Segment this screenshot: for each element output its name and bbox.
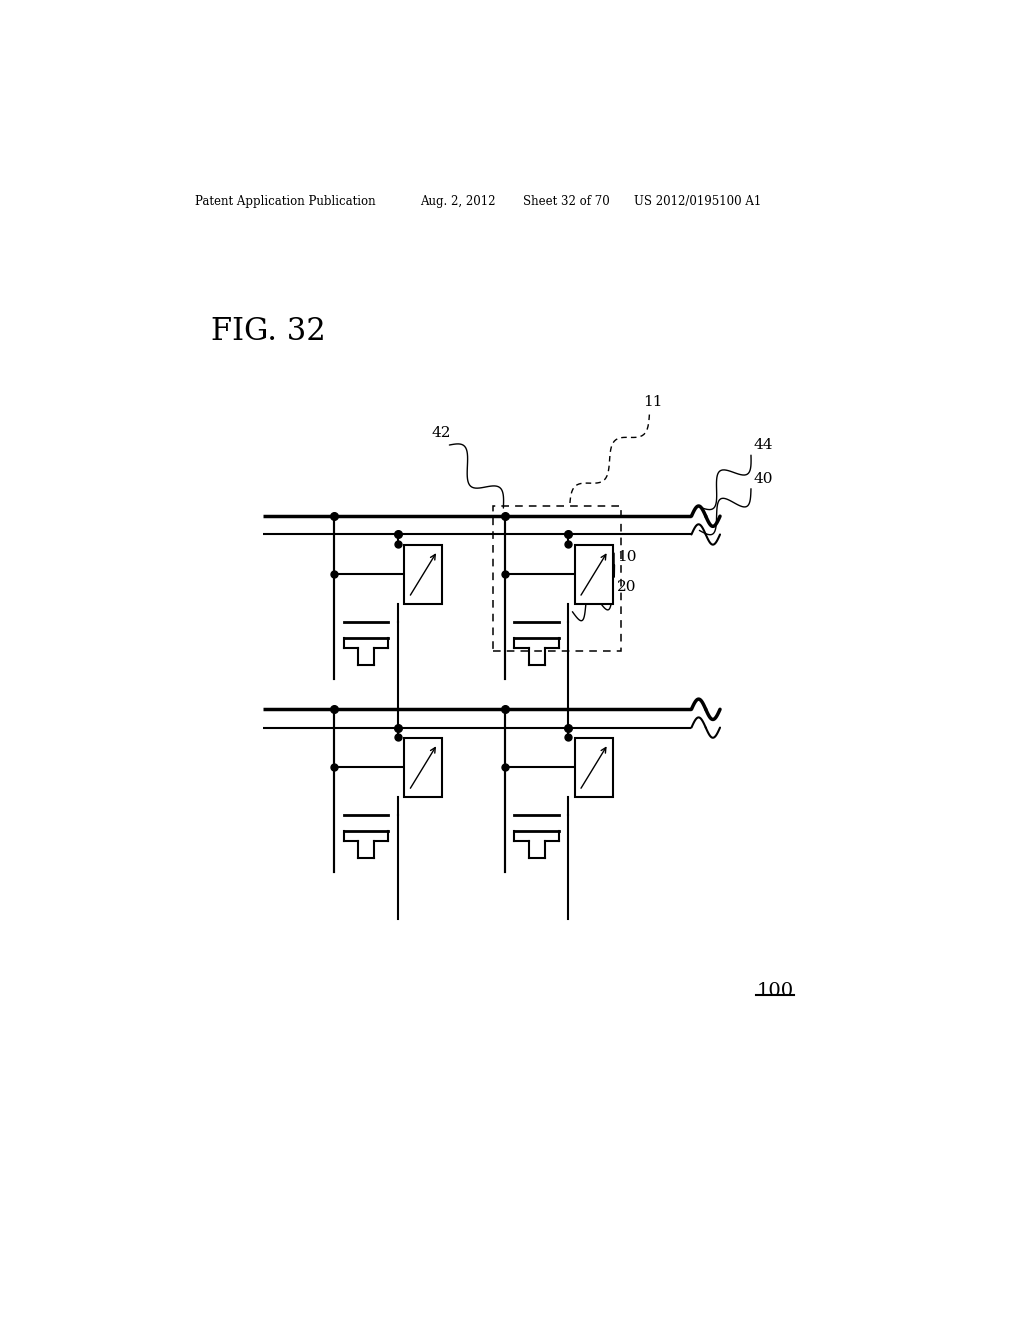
Text: Aug. 2, 2012: Aug. 2, 2012 [420,195,496,209]
Text: 100: 100 [756,982,794,999]
Text: 42: 42 [432,426,452,440]
Text: FIG. 32: FIG. 32 [211,315,326,347]
Text: Patent Application Publication: Patent Application Publication [196,195,376,209]
Bar [404,738,442,797]
Text: 20: 20 [616,581,636,594]
Text: US 2012/0195100 A1: US 2012/0195100 A1 [634,195,762,209]
Bar [574,545,613,603]
Text: 11: 11 [644,395,664,409]
Text: 44: 44 [753,438,773,451]
Bar [404,545,442,603]
Text: 40: 40 [753,471,773,486]
Text: 10: 10 [616,550,636,564]
Bar [494,506,621,651]
Text: Sheet 32 of 70: Sheet 32 of 70 [523,195,610,209]
Bar [574,738,613,797]
